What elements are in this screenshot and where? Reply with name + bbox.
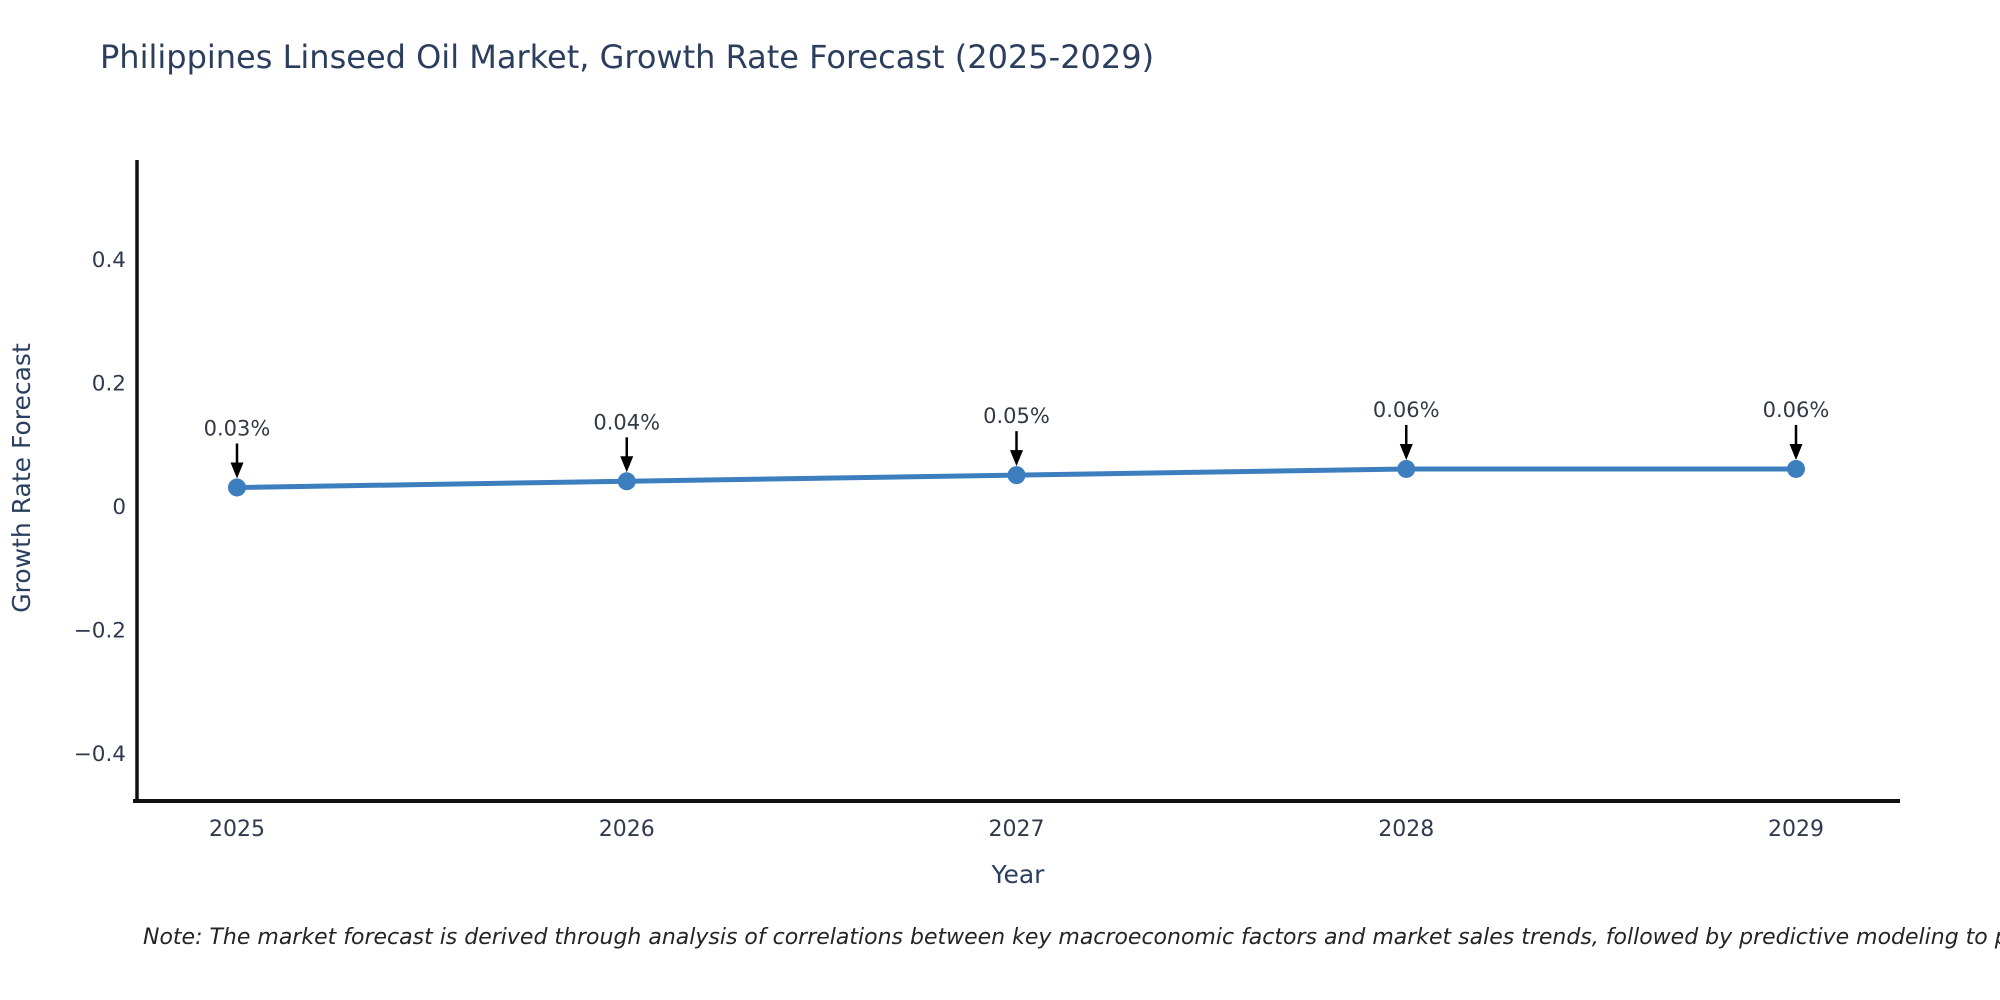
point-annotation: 0.03% <box>204 416 271 440</box>
annotation-arrowhead <box>1399 443 1413 460</box>
footnote: Note: The market forecast is derived thr… <box>143 925 2000 950</box>
y-tick-label: 0.4 <box>92 248 126 273</box>
point-annotation: 0.04% <box>593 410 660 434</box>
data-point-marker <box>228 478 246 497</box>
x-tick-label: 2025 <box>209 817 265 842</box>
x-tick-label: 2027 <box>989 817 1045 842</box>
annotation-arrowhead <box>1789 443 1803 460</box>
data-point-marker <box>1787 459 1805 478</box>
y-tick-label: −0.2 <box>74 619 126 644</box>
point-annotation: 0.06% <box>1373 398 1440 422</box>
annotation-arrowhead <box>620 456 634 473</box>
y-tick-label: −0.4 <box>74 742 126 767</box>
x-tick-label: 2026 <box>599 817 655 842</box>
y-tick-label: 0.2 <box>92 372 126 397</box>
point-annotation: 0.05% <box>983 404 1050 428</box>
data-point-marker <box>1007 466 1026 485</box>
annotation-arrowhead <box>230 462 244 479</box>
data-point-marker <box>617 472 636 491</box>
y-tick-label: 0 <box>112 495 126 520</box>
x-tick-label: 2028 <box>1378 817 1434 842</box>
point-annotation: 0.06% <box>1763 398 1830 422</box>
y-axis-title: Growth Rate Forecast <box>7 343 36 613</box>
x-tick-label: 2029 <box>1768 817 1824 842</box>
chart-title: Philippines Linseed Oil Market, Growth R… <box>100 38 1154 76</box>
plot-area: 0.03% 0.04% 0.05% 0.06% 0.06% 0.4 0.2 0 −0.2 −0.4… <box>74 160 1900 842</box>
x-axis-title: Year <box>991 860 1046 889</box>
data-point-marker <box>1397 459 1416 478</box>
annotation-arrowhead <box>1010 450 1023 467</box>
